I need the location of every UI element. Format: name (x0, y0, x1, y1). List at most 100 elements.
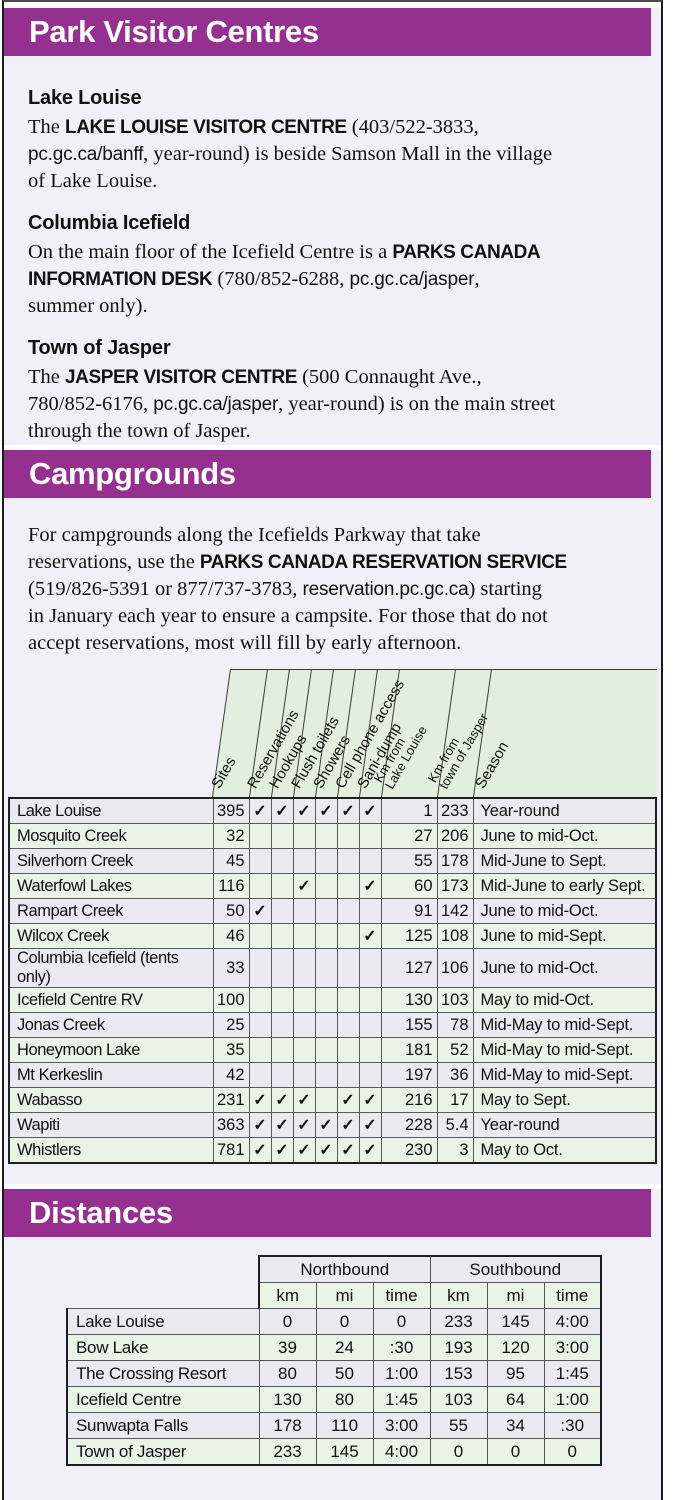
showers-cell (314, 848, 338, 874)
text-run: , (474, 268, 480, 290)
distance-value-cell: 233 (258, 1438, 317, 1466)
entry-paragraph: The LAKE LOUISE VISITOR CENTRE (403/522-… (28, 114, 661, 195)
km-from-jasper-cell: 17 (436, 1087, 474, 1113)
cell-phone-cell (336, 987, 360, 1013)
unit-header: km (429, 1282, 488, 1309)
campground-name-cell: Honeymoon Lake (8, 1037, 214, 1063)
showers-cell (314, 1062, 338, 1088)
visitor-centres-section: Lake Louise The LAKE LOUISE VISITOR CENTR… (4, 56, 661, 445)
flush-toilets-cell: ✓ (292, 1137, 316, 1164)
season-cell: June to mid-Sept. (472, 923, 657, 949)
campground-table-body: Lake Louise 395 ✓ ✓ ✓ ✓ ✓ ✓ 1 233 Year-round Mosqui… (8, 797, 657, 1164)
campground-name-cell: Wabasso (8, 1087, 214, 1113)
entry-paragraph: On the main floor of the Icefield Centre… (28, 239, 661, 320)
intro-line: For campgrounds along the Icefields Park… (28, 522, 661, 549)
text-run: ) starting (468, 578, 542, 600)
sites-cell: 45 (212, 848, 250, 874)
flush-toilets-cell (292, 948, 316, 988)
distance-value-cell: 4:00 (372, 1438, 431, 1466)
km-from-jasper-cell: 206 (436, 823, 474, 849)
showers-cell (314, 823, 338, 849)
flush-toilets-cell (292, 898, 316, 924)
distance-value-cell: 80 (315, 1386, 374, 1413)
distance-value-cell: 1:00 (543, 1386, 602, 1413)
flush-toilets-cell (292, 1037, 316, 1063)
showers-cell (314, 873, 338, 899)
sani-dump-cell (358, 848, 382, 874)
cell-phone-cell (336, 1062, 360, 1088)
hookups-cell (270, 1037, 294, 1063)
text-run: The (28, 366, 65, 388)
cell-phone-cell: ✓ (336, 1137, 360, 1164)
sites-cell: 25 (212, 1012, 250, 1038)
text-run: accept reservations, most will fill by e… (28, 632, 462, 654)
empty-cell (67, 1256, 259, 1283)
paragraph-line: through the town of Jasper. (28, 418, 661, 445)
cell-phone-cell (336, 823, 360, 849)
paragraph-line: 780/852-6176, pc.gc.ca/jasper, year-roun… (28, 391, 661, 418)
distances-units-row: km mi time km mi time (67, 1282, 602, 1309)
campground-name-cell: Columbia Icefield (tents only) (8, 948, 214, 988)
text-run: The (28, 116, 65, 138)
text-run: reservation.pc.gc.ca (302, 579, 469, 600)
sani-dump-cell (358, 948, 382, 988)
place-name-cell: Town of Jasper (66, 1438, 260, 1466)
distance-value-cell: 145 (486, 1308, 545, 1335)
showers-cell (314, 1012, 338, 1038)
reservations-cell: ✓ (248, 898, 272, 924)
sites-cell: 363 (212, 1112, 250, 1138)
hookups-cell (270, 848, 294, 874)
entry-heading: Lake Louise (28, 87, 142, 109)
cell-phone-cell (336, 1012, 360, 1038)
campground-name-cell: Jonas Creek (8, 1012, 214, 1038)
campgrounds-section: For campgrounds along the Icefields Park… (4, 498, 661, 1184)
km-from-lake-louise-cell: 60 (380, 873, 438, 899)
sani-dump-cell: ✓ (358, 1112, 382, 1138)
distance-value-cell: 4:00 (543, 1308, 602, 1335)
section-banner-distances: Distances (4, 1189, 651, 1237)
empty-cell (67, 1283, 259, 1309)
distance-value-cell: 103 (429, 1386, 488, 1413)
distances-section: Northbound Southbound km mi time km mi time Lake… (4, 1255, 661, 1466)
reservations-cell (248, 823, 272, 849)
flush-toilets-cell (292, 1012, 316, 1038)
text-run: 780/852-6176, (28, 393, 154, 415)
distance-value-cell: :30 (543, 1412, 602, 1439)
season-cell: June to mid-Oct. (472, 898, 657, 924)
sani-dump-cell: ✓ (358, 923, 382, 949)
distances-header-row: Northbound Southbound (67, 1255, 602, 1283)
distance-value-cell: 80 (258, 1360, 317, 1387)
sites-cell: 231 (212, 1087, 250, 1113)
showers-cell (314, 987, 338, 1013)
hookups-cell (270, 948, 294, 988)
distance-value-cell: 1:45 (543, 1360, 602, 1387)
text-run: , year-round) is beside Samson Mall in t… (143, 143, 553, 165)
flush-toilets-cell: ✓ (292, 797, 316, 824)
sites-cell: 33 (212, 948, 250, 988)
km-from-jasper-cell: 36 (436, 1062, 474, 1088)
campground-name-cell: Mt Kerkeslin (8, 1062, 214, 1088)
text-run: in January each year to ensure a campsit… (28, 605, 548, 627)
campground-row: Jonas Creek 25 155 78 Mid-May to mid-Sept. (8, 1012, 657, 1038)
campground-name-cell: Mosquito Creek (8, 823, 214, 849)
distance-value-cell: 39 (258, 1334, 317, 1361)
campground-row: Whistlers 781 ✓ ✓ ✓ ✓ ✓ ✓ 230 3 May to Oct. (8, 1137, 657, 1164)
campground-row: Wilcox Creek 46 ✓ 125 108 June to mid-Sept. (8, 923, 657, 949)
sites-cell: 781 (212, 1137, 250, 1164)
text-run: through the town of Jasper. (28, 420, 251, 442)
hookups-cell (270, 987, 294, 1013)
cell-phone-cell: ✓ (336, 1087, 360, 1113)
distance-value-cell: 3:00 (543, 1334, 602, 1361)
sani-dump-cell (358, 987, 382, 1013)
reservations-cell (248, 923, 272, 949)
hookups-cell (270, 1012, 294, 1038)
direction-header: Southbound (429, 1255, 602, 1283)
distance-value-cell: 0 (543, 1438, 602, 1466)
campground-table-header: Sites Reservations Hookups Flush toilets Sho… (8, 665, 657, 797)
campground-name-cell: Lake Louise (8, 797, 214, 824)
km-from-lake-louise-cell: 55 (380, 848, 438, 874)
season-cell: June to mid-Oct. (472, 823, 657, 849)
km-from-lake-louise-cell: 127 (380, 948, 438, 988)
campground-name-cell: Waterfowl Lakes (8, 873, 214, 899)
hookups-cell (270, 823, 294, 849)
